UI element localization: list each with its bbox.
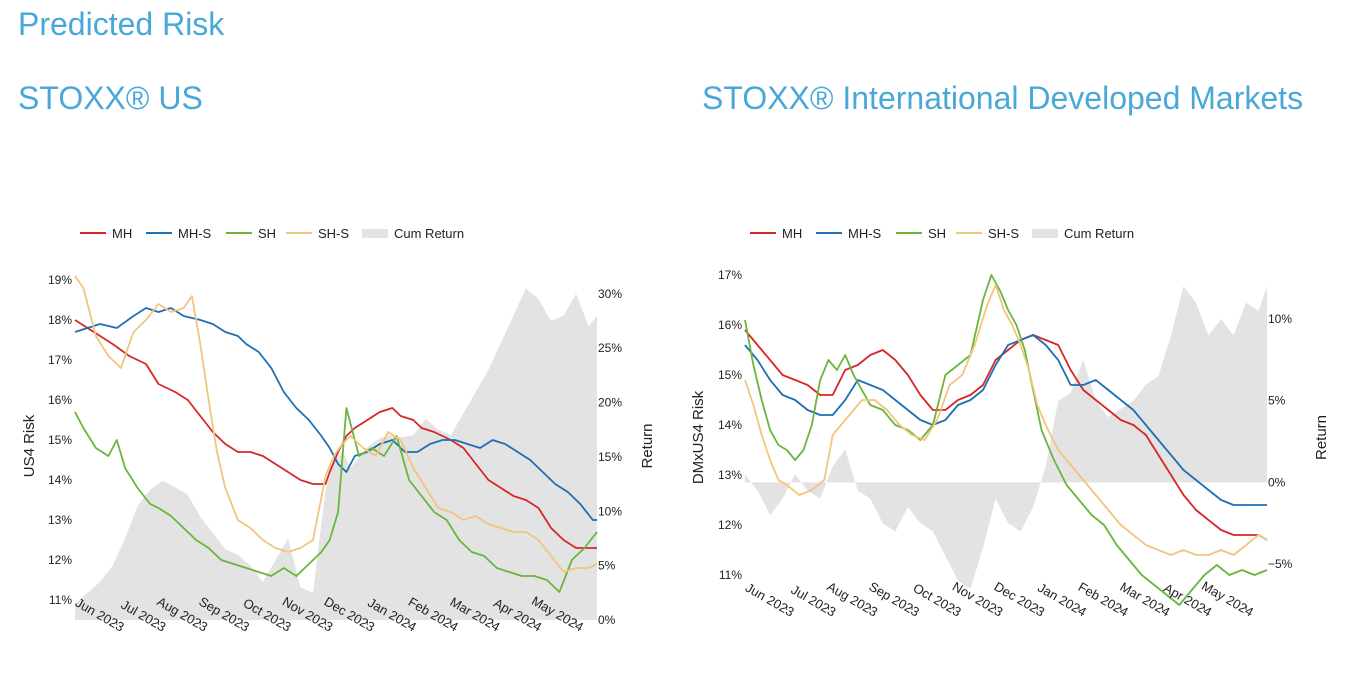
left-series-sh-line [74,407,598,593]
left-y-tick-label: 16% [48,393,72,407]
left-legend-swatch [362,229,388,238]
left-legend-label: Cum Return [394,226,464,241]
right-y2-tick-label: 0% [1268,475,1286,489]
right-series-mhs-line [744,334,1267,506]
left-y2-tick-label: 30% [598,287,622,301]
right-legend-label: MH [782,226,802,241]
left-chart: MH MH-S SH SH-S Cum Return 11% 12% 13% 14% 15% 16%… [21,226,656,635]
left-legend-label: SH [258,226,276,241]
left-chart-title: STOXX® US [18,80,203,116]
left-legend-item-cumreturn: Cum Return [362,226,464,241]
right-series-sh-line [744,274,1268,606]
right-y-tick-label: 17% [718,268,742,282]
right-legend-item-mh: MH [750,226,802,241]
right-legend-label: SH-S [988,226,1019,241]
left-legend-item-mhs: MH-S [146,226,212,241]
right-y-tick-label: 13% [718,468,742,482]
right-y-tick-label: 11% [719,568,742,582]
left-y-tick-label: 12% [48,553,72,567]
right-y-tick-label: 16% [718,318,742,332]
left-y-tick-label: 15% [48,433,72,447]
right-legend-item-shs: SH-S [956,226,1019,241]
left-y2-tick-label: 25% [598,341,622,355]
right-legend-item-mhs: MH-S [816,226,882,241]
left-series-shs-line [74,275,598,573]
right-series-cum-return-area [745,286,1267,589]
right-legend-item-cumreturn: Cum Return [1032,226,1134,241]
left-series-cum-return-area [75,288,597,620]
left-legend-label: SH-S [318,226,349,241]
left-legend-item-shs: SH-S [286,226,349,241]
right-series-shs-line [744,284,1268,556]
right-legend-label: Cum Return [1064,226,1134,241]
page-title: Predicted Risk [18,6,225,42]
right-series-mh-line [744,329,1268,541]
left-y-tick-label: 13% [48,513,72,527]
right-legend-swatch [1032,229,1058,238]
left-y-tick-label: 17% [48,353,72,367]
left-legend-item-sh: SH [226,226,276,241]
right-y2-tick-label: 5% [1268,394,1286,408]
right-y-tick-label: 12% [718,518,742,532]
left-legend-label: MH [112,226,132,241]
right-legend-item-sh: SH [896,226,946,241]
left-y2-tick-label: 5% [598,559,616,573]
right-y2-tick-label: −5% [1268,557,1293,571]
left-y-tick-label: 18% [48,313,72,327]
left-y2-tick-label: 15% [598,450,622,464]
right-y2-axis-label: Return [1313,415,1330,460]
right-chart-title: STOXX® International Developed Markets [702,80,1304,116]
left-legend-label: MH-S [178,226,212,241]
right-y-axis-label: DMxUS4 Risk [690,390,707,484]
right-y2-tick-label: 10% [1268,312,1292,326]
left-y-tick-label: 19% [48,273,72,287]
right-x-tick-label: Jun 2023 [743,580,797,620]
left-y2-tick-label: 10% [598,504,622,518]
left-y2-tick-label: 0% [598,613,616,627]
right-y-tick-label: 14% [718,418,742,432]
left-legend-item-mh: MH [80,226,132,241]
right-legend-label: SH [928,226,946,241]
left-y2-axis-label: Return [639,423,656,468]
right-chart: MH MH-S SH SH-S Cum Return 11% 12% 13% 14% 15% 16%… [690,226,1330,620]
right-y-tick-label: 15% [718,368,742,382]
right-legend-label: MH-S [848,226,882,241]
left-y-tick-label: 14% [48,473,72,487]
left-y-axis-label: US4 Risk [21,414,38,477]
left-y-tick-label: 11% [49,593,72,607]
left-y2-tick-label: 20% [598,396,622,410]
